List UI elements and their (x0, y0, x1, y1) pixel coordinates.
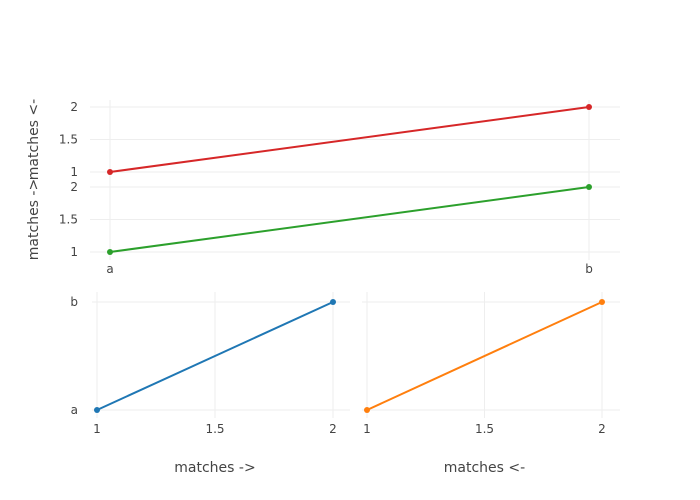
bottom-left-y-tick-label: b (70, 295, 78, 309)
middle-y-tick-label: 1.5 (59, 213, 78, 227)
middle-y-tick-label: 1 (70, 245, 78, 259)
bottom-left-y-tick-label: a (71, 403, 78, 417)
top-y-tick-label: 1 (70, 165, 78, 179)
bottom-right-panel: 1 1.5 2 matches <- (362, 292, 620, 476)
middle-y-axis-title: matches -> (26, 179, 42, 260)
bottom-right-x-axis-title: matches <- (444, 460, 525, 476)
middle-x-tick-label: b (585, 262, 593, 276)
bottom-left-x-tick-label: 1 (93, 422, 101, 436)
bottom-left-x-tick-label: 1.5 (205, 422, 224, 436)
bottom-right-x-tick-label: 2 (598, 422, 606, 436)
middle-data-point (107, 249, 113, 255)
bottom-left-x-axis-title: matches -> (174, 460, 255, 476)
bottom-right-x-tick-label: 1.5 (475, 422, 494, 436)
top-y-tick-label: 1.5 (59, 133, 78, 147)
bottom-left-panel: 1 1.5 2 a b matches -> (70, 292, 350, 476)
bottom-right-x-tick-label: 1 (363, 422, 371, 436)
top-y-axis-title: matches <- (26, 99, 42, 180)
top-y-tick-label: 2 (70, 100, 78, 114)
middle-panel: 1 1.5 2 matches -> (26, 179, 620, 260)
bottom-right-data-point (599, 299, 605, 305)
bottom-right-data-point (364, 407, 370, 413)
top-panel: 1 1.5 2 matches <- (26, 99, 620, 180)
top-data-point (107, 169, 113, 175)
middle-data-point (586, 184, 592, 190)
bottom-left-data-point (94, 407, 100, 413)
top-data-point (586, 104, 592, 110)
middle-series-line (109, 186, 590, 253)
bottom-right-series-line (366, 301, 603, 411)
middle-y-tick-label: 2 (70, 180, 78, 194)
bottom-left-x-tick-label: 2 (329, 422, 337, 436)
top-series-line (109, 106, 590, 173)
bottom-left-data-point (330, 299, 336, 305)
bottom-left-series-line (96, 301, 334, 411)
middle-x-tick-label: a (106, 262, 113, 276)
